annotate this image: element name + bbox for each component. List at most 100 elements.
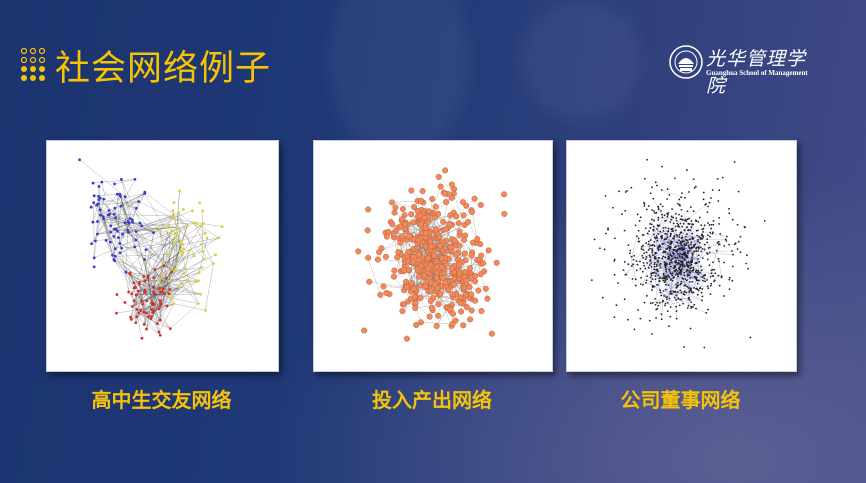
network-node [678,198,681,201]
network-node [684,278,687,280]
network-node [202,257,206,261]
network-node [728,212,731,215]
network-node [397,239,404,246]
network-node [671,272,674,275]
network-node [630,265,633,267]
network-node [665,237,668,240]
network-node [710,223,713,226]
network-node [638,240,641,243]
network-node [634,284,637,287]
network-node [634,278,637,281]
network-node [674,261,677,264]
network-node [165,276,168,280]
network-node [706,252,708,254]
network-node [675,233,678,236]
network-node [650,265,653,268]
network-node [181,207,185,211]
network-node [391,267,398,274]
network-node [712,220,715,222]
network-node [174,240,177,244]
network-node [667,255,670,258]
network-node [153,267,157,271]
network-node [468,291,475,298]
network-node [697,273,700,276]
network-node [659,248,662,251]
network-node [683,346,686,348]
network-node [152,290,155,294]
network-node [673,291,676,293]
network-node [689,288,692,291]
network-node [700,224,703,227]
network-node [646,262,649,264]
network-node [676,263,678,266]
network-node [643,301,646,304]
network-node [440,218,447,225]
network-node [436,234,443,241]
network-node [657,274,660,277]
network-node [645,256,648,258]
network-node [745,262,748,265]
network-node [187,279,191,283]
network-node [678,271,681,274]
network-node [656,184,658,187]
network-node [656,259,659,262]
network-node [642,283,644,286]
network-node [475,287,482,294]
network-node [456,270,463,277]
network-node [708,246,711,249]
network-node [433,274,440,281]
network-node [647,243,650,246]
network-node [134,321,138,325]
network-node [465,218,472,225]
network-node [674,177,676,180]
network-node [683,229,686,231]
network-node [689,327,692,330]
network-node [691,256,694,259]
network-node [647,266,650,269]
network-node [677,259,680,262]
network-node [649,256,652,258]
network-node [701,237,704,240]
network-node [673,234,676,237]
network-node [651,301,654,304]
network-node [661,165,663,168]
network-node [731,218,734,221]
network-node [92,201,96,205]
network-node [683,284,686,287]
network-node [667,302,669,304]
network-node [709,284,712,287]
network-node [668,269,671,272]
network-node [174,236,177,239]
network-node [412,299,419,306]
network-node [650,223,653,226]
network-node [158,228,162,232]
network-node [684,254,687,257]
network-node [763,220,766,222]
network-node [689,206,692,209]
network-node [681,277,684,280]
network-node [167,223,171,227]
network-node [676,241,679,244]
network-node [653,268,656,271]
network-node [739,251,742,254]
network-node [468,252,475,259]
network-node [685,261,688,264]
network-node [140,299,143,303]
network-node [197,271,201,274]
network-node [717,200,720,202]
network-node [466,284,473,291]
network-node [642,234,645,236]
network-node [178,249,182,253]
network-node [676,291,679,293]
network-node [501,210,508,217]
network-node [661,213,663,216]
network-node [668,297,671,300]
network-node [690,226,693,229]
network-node [651,249,654,252]
network-node [665,275,668,278]
network-node [679,283,682,286]
network-node [700,269,703,272]
network-node [689,261,692,264]
network-node [646,158,649,161]
network-node [408,211,415,218]
